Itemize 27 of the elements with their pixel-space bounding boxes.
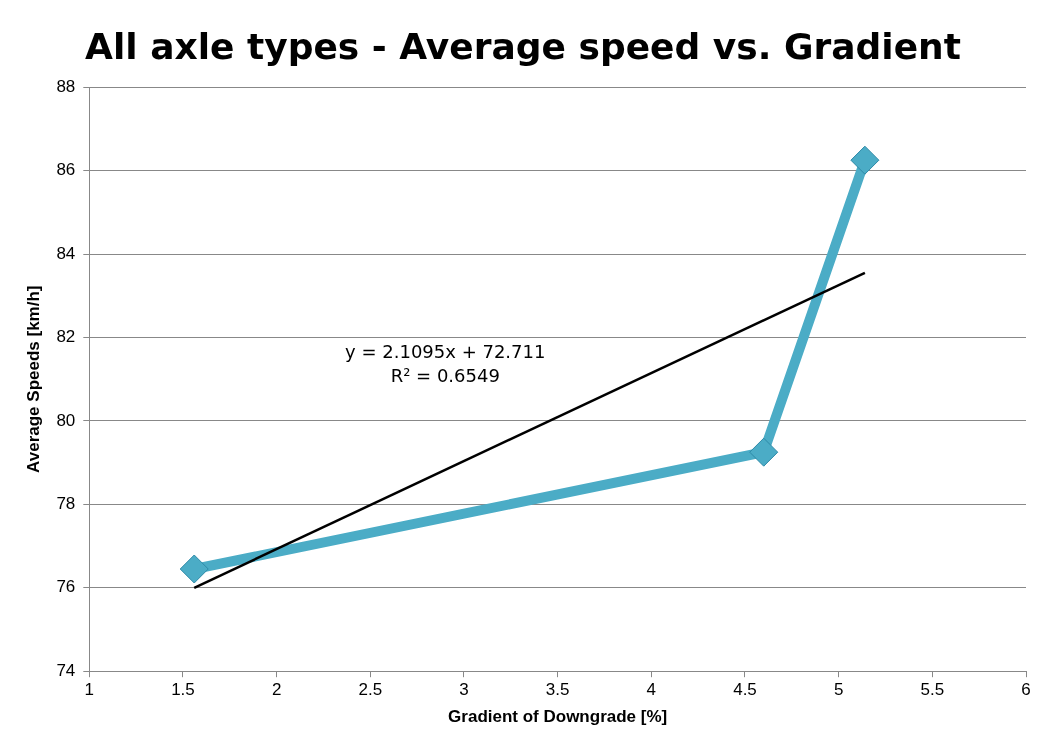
annotation: R² = 0.6549 (390, 364, 500, 386)
y-tick-label: 86 (56, 160, 76, 180)
x-axis-title: Gradient of Downgrade [%] (448, 707, 668, 727)
x-tick-label: 1.5 (171, 680, 195, 700)
annotation: y = 2.1095x + 72.711 (345, 340, 546, 362)
y-axis-title: Average Speeds [km/h] (23, 285, 43, 473)
y-tick-label: 76 (56, 577, 76, 597)
y-tick-label: 74 (56, 660, 76, 680)
x-tick-label: 3.5 (545, 680, 570, 700)
x-tick-label: 1 (84, 680, 95, 700)
x-tick-label: 2 (271, 680, 282, 700)
x-tick-label: 4.5 (733, 680, 757, 700)
point (850, 145, 880, 175)
x-tick-label: 3 (459, 680, 469, 700)
point (749, 437, 779, 467)
y-tick-label: 80 (56, 410, 76, 430)
y-tick-label: 88 (56, 76, 76, 96)
y-tick-label: 78 (56, 494, 76, 514)
x-tick-label: 4 (646, 680, 657, 700)
x-tick-label: 2.5 (358, 680, 383, 700)
chart-title: All axle types - Average speed vs. Gradient (85, 25, 961, 67)
y-tick-label: 84 (56, 243, 76, 263)
y-tick-label: 82 (56, 327, 76, 347)
x-tick-label: 5.5 (920, 680, 945, 700)
x-tick-label: 6 (1021, 680, 1031, 700)
point (179, 554, 209, 584)
x-tick-label: 5 (833, 680, 844, 700)
